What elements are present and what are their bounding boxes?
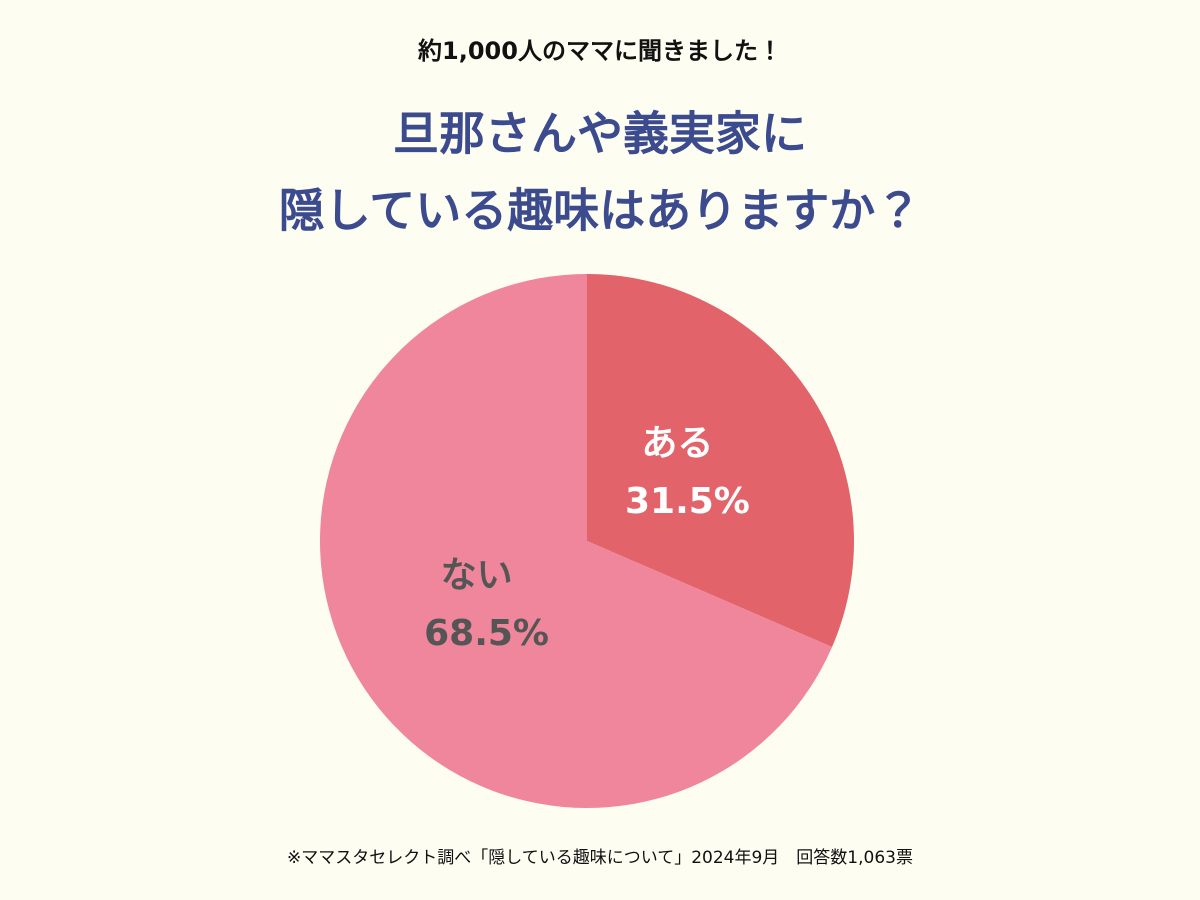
slice-category-label: ある (641, 423, 713, 464)
source-note: ※ママスタセレクト調べ「隠している趣味について」2024年9月 回答数1,063… (287, 847, 913, 868)
chart-title: 旦那さんや義実家に (393, 107, 807, 161)
slice-category-label: ない (441, 555, 513, 596)
pie-slice (320, 274, 833, 809)
chart-subtitle: 約1,000人のママに聞きました！ (417, 37, 782, 65)
slice-value-label: 31.5% (625, 481, 750, 522)
chart-title: 隠している趣味はありますか？ (279, 184, 922, 238)
pie-slice (587, 274, 854, 648)
slice-value-label: 68.5% (424, 613, 549, 654)
